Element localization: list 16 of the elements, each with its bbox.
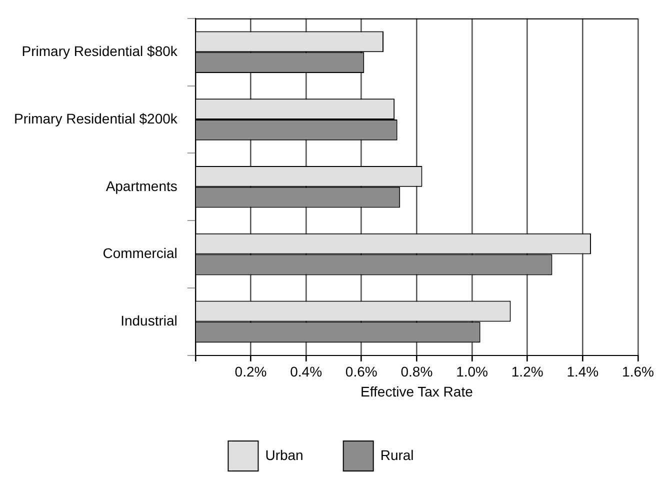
x-tick-label: 1.6% <box>622 364 654 380</box>
x-tick-label: 0.8% <box>400 364 433 380</box>
y-tick-label: Primary Residential $80k <box>22 42 178 59</box>
y-tick-label: Industrial <box>120 312 178 329</box>
x-tick-label: 0.4% <box>290 364 322 380</box>
x-tick-label: 1.2% <box>511 364 544 380</box>
x-tick-label: 1.4% <box>566 364 599 380</box>
x-axis-title: Effective Tax Rate <box>360 383 474 400</box>
y-tick-label: Primary Residential $200k <box>14 110 178 126</box>
x-tick-label: 0.6% <box>345 364 378 380</box>
x-tick-label: 0.2% <box>234 364 267 380</box>
y-tick-label: Apartments <box>106 178 178 194</box>
legend-label: Urban <box>265 446 304 463</box>
y-tick-label: Commercial <box>102 245 178 262</box>
x-tick-label: 1.0% <box>456 364 488 380</box>
legend-label: Rural <box>380 446 414 463</box>
